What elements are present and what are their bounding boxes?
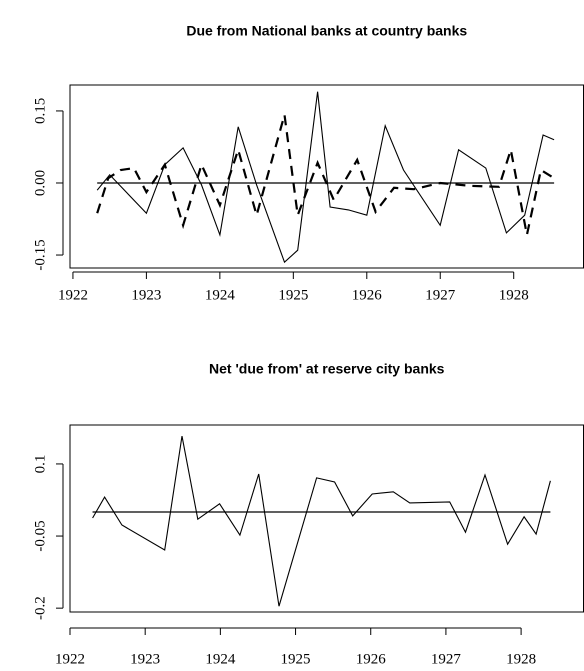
x-tick-label: 1922 xyxy=(58,287,88,303)
x-tick-label: 1928 xyxy=(499,287,529,303)
y-tick-label: -0.2 xyxy=(32,596,48,620)
x-tick-label: 1923 xyxy=(131,287,161,303)
x-tick-label: 1924 xyxy=(205,651,236,667)
y-tick-label: 0.00 xyxy=(32,170,48,196)
x-tick-label: 1926 xyxy=(356,651,387,667)
x-tick-label: 1923 xyxy=(130,651,160,667)
x-tick-label: 1925 xyxy=(278,287,308,303)
y-tick-label: -0.05 xyxy=(32,520,48,551)
x-tick-label: 1926 xyxy=(352,287,383,303)
chart-title: Net 'due from' at reserve city banks xyxy=(209,361,445,377)
panel: Due from National banks at country banks… xyxy=(32,23,584,303)
x-tick-label: 1927 xyxy=(425,287,456,303)
data-line xyxy=(96,114,555,236)
plot-box xyxy=(69,424,584,613)
x-tick-label: 1927 xyxy=(431,651,462,667)
data-line xyxy=(92,435,551,607)
x-tick-label: 1925 xyxy=(281,651,311,667)
x-tick-label: 1928 xyxy=(506,651,536,667)
panel: Net 'due from' at reserve city banks 1922… xyxy=(32,361,584,667)
chart-title: Due from National banks at country banks xyxy=(186,23,467,39)
y-tick-label: -0.15 xyxy=(32,239,48,270)
x-tick-label: 1922 xyxy=(55,651,85,667)
y-tick-label: 0.15 xyxy=(32,98,48,124)
x-tick-label: 1924 xyxy=(205,287,236,303)
y-tick-label: 0.1 xyxy=(32,455,48,474)
data-line xyxy=(96,91,555,264)
